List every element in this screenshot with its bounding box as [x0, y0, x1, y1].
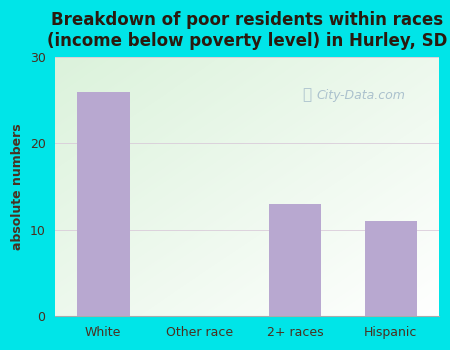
Bar: [77, 92, 130, 316]
Bar: [364, 221, 417, 316]
Text: ⦿: ⦿: [303, 87, 312, 102]
Bar: [269, 204, 321, 316]
Title: Breakdown of poor residents within races
(income below poverty level) in Hurley,: Breakdown of poor residents within races…: [47, 11, 447, 50]
Y-axis label: absolute numbers: absolute numbers: [11, 123, 24, 250]
Text: City-Data.com: City-Data.com: [316, 89, 405, 103]
